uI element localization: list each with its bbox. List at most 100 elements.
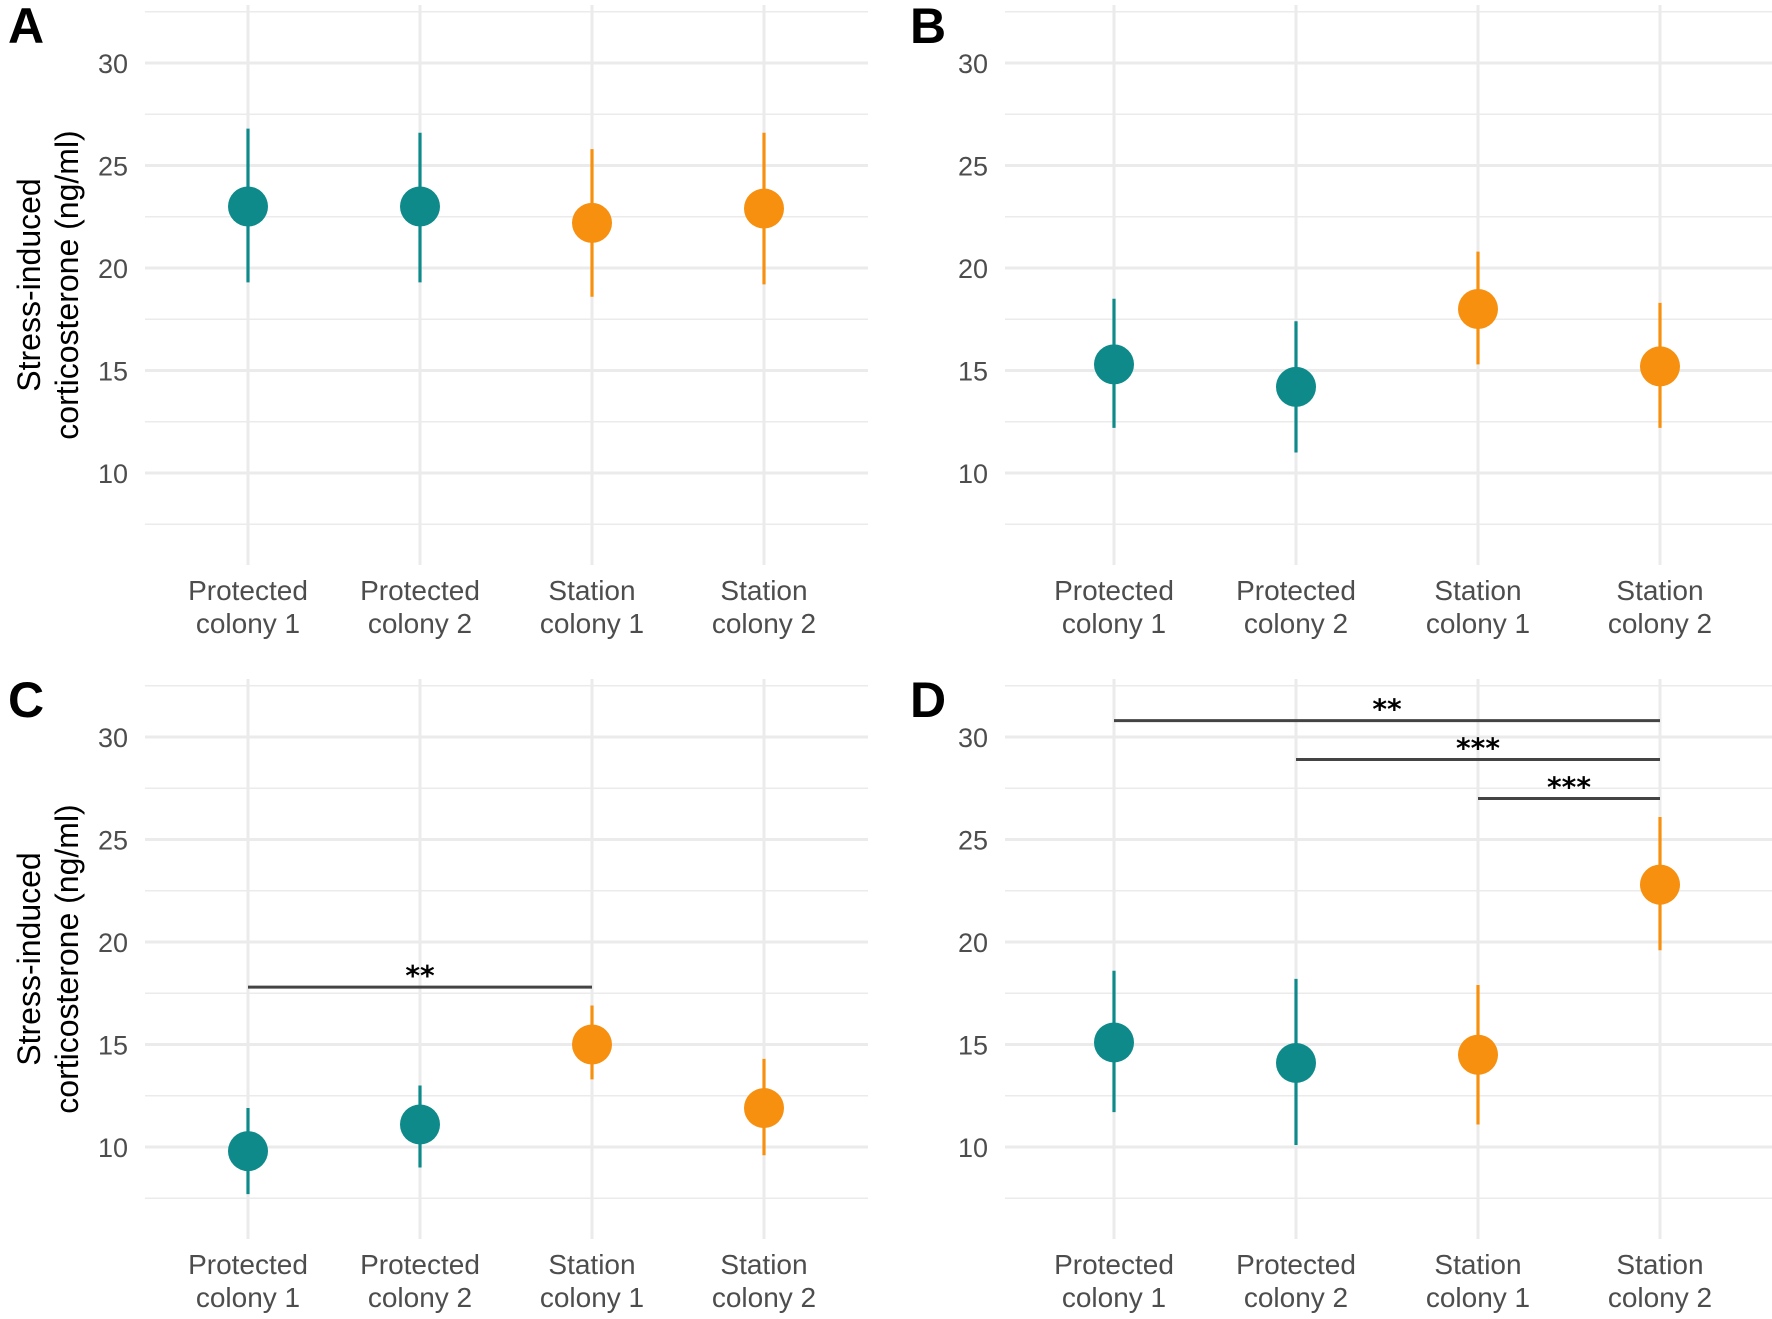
data-point xyxy=(572,202,612,243)
x-tick-label-line: colony 1 xyxy=(540,1282,644,1313)
gridlines xyxy=(1005,679,1772,1239)
y-tick-label: 30 xyxy=(958,723,988,753)
data-point xyxy=(1458,1034,1498,1075)
y-tick-label: 20 xyxy=(958,928,988,958)
x-tick-label-line: Station xyxy=(548,575,635,606)
x-tick-label-line: Station xyxy=(1616,1249,1703,1280)
x-tick-label-line: Station xyxy=(1434,1249,1521,1280)
data-point xyxy=(1640,346,1680,387)
x-tick-label-line: colony 2 xyxy=(712,608,816,639)
y-tick-label: 20 xyxy=(98,254,128,284)
y-tick-label: 20 xyxy=(958,254,988,284)
x-tick-label-line: Protected xyxy=(188,575,308,606)
x-tick-label-line: colony 1 xyxy=(1062,608,1166,639)
x-tick-label-line: Protected xyxy=(360,575,480,606)
x-tick-label-line: Station xyxy=(1434,575,1521,606)
x-tick-label-line: Station xyxy=(720,575,807,606)
gridlines xyxy=(145,679,868,1239)
data-point xyxy=(400,186,440,227)
x-tick-label: Protected colony 2 xyxy=(1236,1249,1356,1313)
y-tick-label: 15 xyxy=(98,357,128,387)
data-point xyxy=(572,1024,612,1065)
x-tick-label: Station colony 2 xyxy=(1608,575,1712,639)
data-point xyxy=(228,186,268,227)
x-tick-label: Station colony 2 xyxy=(712,575,816,639)
x-tick-label-line: Station xyxy=(548,1249,635,1280)
y-tick-label: 25 xyxy=(98,826,128,856)
y-tick-label: 10 xyxy=(98,1133,128,1163)
x-tick-label-line: colony 2 xyxy=(1244,1282,1348,1313)
x-tick-label-line: Protected xyxy=(188,1249,308,1280)
y-tick-label: 15 xyxy=(958,1031,988,1061)
x-tick-label-line: colony 2 xyxy=(368,608,472,639)
data-point xyxy=(1640,864,1680,905)
x-tick-label: Protected colony 1 xyxy=(1054,1249,1174,1313)
data-point xyxy=(400,1104,440,1145)
x-tick-label-line: Protected xyxy=(360,1249,480,1280)
gridlines xyxy=(1005,5,1772,565)
x-tick-label: Station colony 1 xyxy=(540,575,644,639)
x-tick-label-line: colony 1 xyxy=(1426,608,1530,639)
x-tick-label-line: Protected xyxy=(1054,1249,1174,1280)
y-tick-label: 30 xyxy=(98,49,128,79)
y-axis-label-line: Stress-induced xyxy=(11,852,47,1065)
x-tick-label-line: Protected xyxy=(1054,575,1174,606)
gridlines xyxy=(145,5,868,565)
x-tick-label: Station colony 1 xyxy=(1426,575,1530,639)
x-tick-label: Protected colony 2 xyxy=(1236,575,1356,639)
x-tick-label-line: colony 2 xyxy=(368,1282,472,1313)
panel-letter: A xyxy=(8,0,44,54)
x-tick-label-line: colony 1 xyxy=(1426,1282,1530,1313)
data-point xyxy=(1276,366,1316,407)
x-tick-label-line: colony 2 xyxy=(1608,608,1712,639)
x-tick-label-line: colony 1 xyxy=(1062,1282,1166,1313)
x-tick-label: Protected colony 2 xyxy=(360,575,480,639)
x-tick-label-line: colony 1 xyxy=(540,608,644,639)
x-tick-label: Protected colony 1 xyxy=(188,575,308,639)
y-tick-label: 25 xyxy=(98,152,128,182)
data-point xyxy=(1458,289,1498,329)
y-tick-label: 10 xyxy=(958,459,988,489)
y-tick-label: 30 xyxy=(98,723,128,753)
y-axis-label-line: Stress-induced xyxy=(11,178,47,391)
x-tick-label-line: colony 2 xyxy=(1244,608,1348,639)
x-tick-label-line: Protected xyxy=(1236,575,1356,606)
x-tick-label-line: colony 2 xyxy=(1608,1282,1712,1313)
x-tick-label-line: colony 1 xyxy=(196,608,300,639)
x-tick-label: Station colony 1 xyxy=(1426,1249,1530,1313)
y-tick-label: 25 xyxy=(958,152,988,182)
x-tick-label-line: colony 1 xyxy=(196,1282,300,1313)
x-tick-label: Protected colony 1 xyxy=(1054,575,1174,639)
y-axis-label-line: corticosterone (ng/ml) xyxy=(49,130,85,439)
x-tick-label-line: Station xyxy=(1616,575,1703,606)
y-axis-label: Stress-inducedcorticosterone (ng/ml) xyxy=(11,804,85,1113)
x-tick-label: Station colony 1 xyxy=(540,1249,644,1313)
y-axis-label: Stress-inducedcorticosterone (ng/ml) xyxy=(11,130,85,439)
y-tick-label: 10 xyxy=(98,459,128,489)
x-tick-label: Protected colony 1 xyxy=(188,1249,308,1313)
y-tick-label: 15 xyxy=(98,1031,128,1061)
y-axis-label-line: corticosterone (ng/ml) xyxy=(49,804,85,1113)
data-point xyxy=(744,1088,784,1129)
data-point xyxy=(228,1131,268,1172)
y-tick-label: 10 xyxy=(958,1133,988,1163)
x-tick-label: Station colony 2 xyxy=(1608,1249,1712,1313)
y-tick-label: 30 xyxy=(958,49,988,79)
panel-letter: D xyxy=(910,672,946,728)
y-tick-label: 20 xyxy=(98,928,128,958)
x-tick-label-line: colony 2 xyxy=(712,1282,816,1313)
x-tick-label-line: Station xyxy=(720,1249,807,1280)
y-tick-label: 15 xyxy=(958,357,988,387)
significance-label: ** xyxy=(405,959,435,992)
panel-letter: C xyxy=(8,672,44,728)
significance-label: ** xyxy=(1372,693,1402,726)
significance-label: *** xyxy=(1456,732,1500,765)
x-tick-label: Station colony 2 xyxy=(712,1249,816,1313)
x-tick-label-line: Protected xyxy=(1236,1249,1356,1280)
data-point xyxy=(744,188,784,229)
